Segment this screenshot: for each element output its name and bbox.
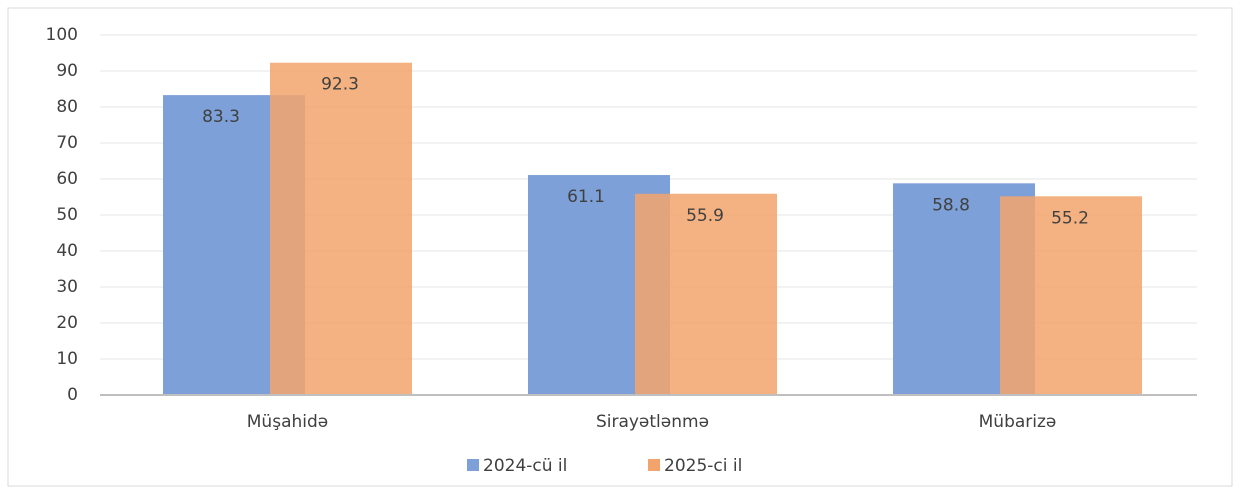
y-tick-label: 80 [56, 97, 78, 117]
data-label: 55.2 [1051, 208, 1089, 228]
y-tick-label: 10 [56, 349, 78, 369]
legend-swatch [467, 459, 479, 471]
y-tick-label: 60 [56, 169, 78, 189]
bar [270, 62, 412, 395]
x-tick-label: Sirayətlənmə [596, 412, 709, 432]
y-tick-label: 50 [56, 205, 78, 225]
y-tick-label: 70 [56, 133, 78, 153]
legend-label: 2024-cü il [483, 456, 567, 476]
data-label: 58.8 [932, 195, 970, 215]
x-tick-label: Mübarizə [979, 412, 1057, 432]
data-label: 55.9 [686, 206, 724, 226]
y-tick-label: 90 [56, 61, 78, 81]
legend-swatch [648, 459, 660, 471]
bar [1000, 196, 1142, 395]
data-label: 61.1 [567, 187, 605, 207]
x-tick-label: Müşahidə [247, 412, 328, 432]
y-tick-label: 0 [67, 385, 78, 405]
y-tick-label: 40 [56, 241, 78, 261]
data-label: 83.3 [202, 107, 240, 127]
data-label: 92.3 [321, 75, 359, 95]
bar [635, 193, 777, 395]
y-tick-label: 20 [56, 313, 78, 333]
y-tick-label: 30 [56, 277, 78, 297]
legend-label: 2025-ci il [664, 456, 742, 476]
y-tick-label: 100 [46, 25, 78, 45]
